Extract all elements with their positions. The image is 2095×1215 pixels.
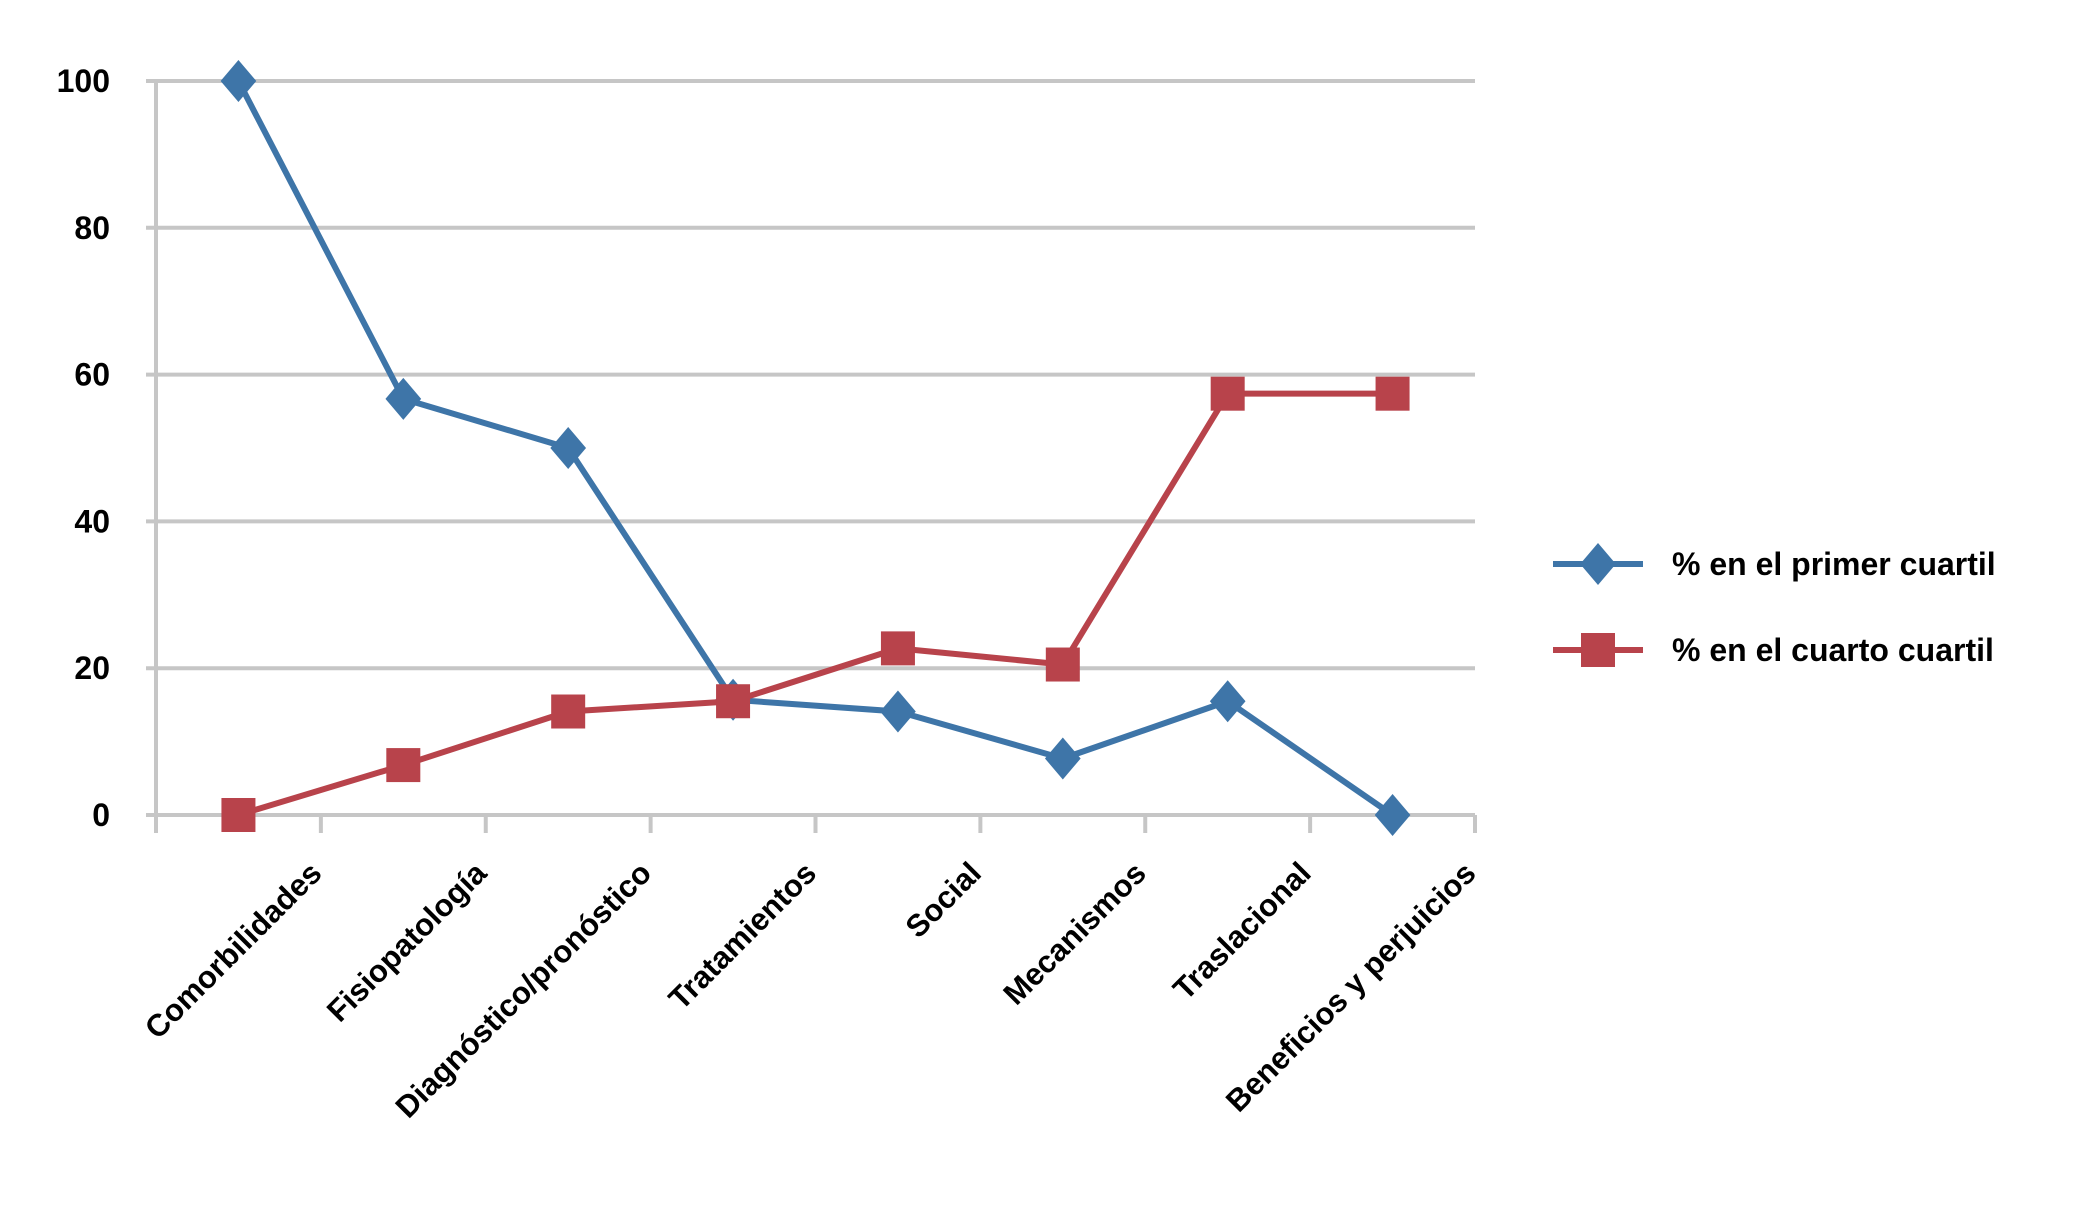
y-tick-label: 40 bbox=[74, 503, 110, 539]
series-line bbox=[237, 390, 1393, 818]
x-tick-label: Comorbilidades bbox=[138, 855, 328, 1045]
data-point bbox=[1374, 794, 1411, 836]
data-point bbox=[1044, 737, 1081, 780]
data-point bbox=[1375, 376, 1410, 411]
gridlines bbox=[146, 79, 1475, 817]
data-point bbox=[880, 631, 915, 666]
y-tick-label: 60 bbox=[74, 357, 110, 393]
data-point bbox=[385, 377, 422, 420]
x-tick-label: Fisiopatología bbox=[320, 855, 494, 1029]
y-tick-label: 100 bbox=[57, 63, 110, 99]
legend-item: % en el cuarto cuartil bbox=[1553, 632, 1994, 668]
x-tick-labels: ComorbilidadesFisiopatologíaDiagnóstico/… bbox=[138, 855, 1483, 1125]
data-point bbox=[1045, 647, 1080, 682]
data-point bbox=[551, 694, 586, 729]
data-point bbox=[1210, 376, 1245, 411]
legend: % en el primer cuartil % en el cuarto cua… bbox=[1553, 543, 1996, 668]
square-marker-icon bbox=[1581, 633, 1615, 667]
legend-label: % en el primer cuartil bbox=[1672, 546, 1996, 582]
series-1 bbox=[220, 60, 1411, 836]
series-group bbox=[220, 60, 1411, 836]
y-tick-label: 20 bbox=[74, 650, 110, 686]
diamond-marker-icon bbox=[1580, 543, 1616, 585]
y-tick-labels: 0 20 40 60 80 100 bbox=[57, 63, 110, 833]
x-tick-label: Traslacional bbox=[1166, 855, 1317, 1006]
data-point bbox=[220, 60, 257, 102]
legend-item: % en el primer cuartil bbox=[1553, 543, 1996, 585]
data-point bbox=[1209, 680, 1246, 723]
series-line bbox=[235, 79, 1395, 818]
data-point bbox=[550, 427, 587, 469]
series-2 bbox=[221, 376, 1410, 832]
data-point bbox=[386, 748, 421, 783]
data-point bbox=[880, 690, 916, 733]
axes bbox=[154, 81, 1477, 833]
x-tick-label: Tratamientos bbox=[662, 855, 823, 1016]
data-point bbox=[716, 684, 751, 719]
y-tick-label: 80 bbox=[74, 210, 110, 246]
y-tick-label: 0 bbox=[92, 797, 110, 833]
data-point bbox=[221, 798, 256, 832]
legend-label: % en el cuarto cuartil bbox=[1672, 632, 1994, 668]
x-tick-label: Social bbox=[899, 855, 988, 944]
x-tick-label: Mecanismos bbox=[996, 855, 1152, 1011]
